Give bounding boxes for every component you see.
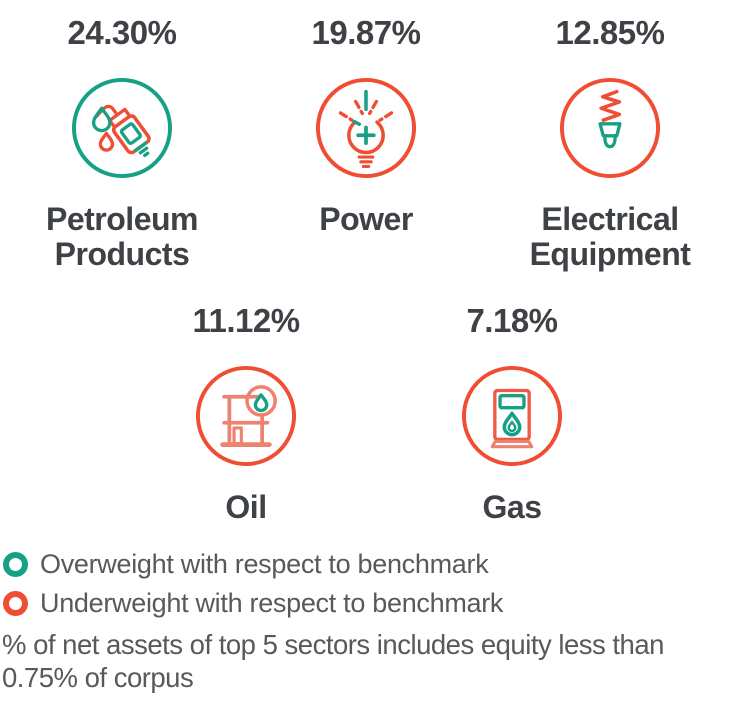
- sector-value: 24.30%: [67, 14, 177, 51]
- sector-name: Power: [319, 201, 413, 237]
- legend: Overweight with respect to benchmark Und…: [0, 545, 732, 623]
- sector-power: 19.87% Power: [244, 12, 488, 272]
- sector-value: 12.85%: [555, 14, 665, 51]
- cfl-bulb-icon: [558, 76, 662, 180]
- sector-name: Gas: [482, 489, 542, 525]
- overweight-ring-icon: [3, 551, 28, 577]
- oil-rig-icon: [194, 364, 298, 468]
- legend-item-overweight: Overweight with respect to benchmark: [3, 545, 732, 584]
- sector-value: 7.18%: [466, 302, 558, 339]
- sector-petroleum-products: 24.30% Petroleum Products: [0, 12, 244, 272]
- sector-row-1: 24.30% Petroleum Products: [0, 12, 732, 272]
- sector-oil: 11.12% Oil: [124, 300, 368, 525]
- legend-item-underweight: Underweight with respect to benchmark: [3, 584, 732, 623]
- underweight-ring-icon: [3, 590, 28, 616]
- footnote: % of net assets of top 5 sectors include…: [2, 628, 664, 693]
- gas-station-icon: [460, 364, 564, 468]
- legend-label: Underweight with respect to benchmark: [40, 587, 504, 618]
- legend-label: Overweight with respect to benchmark: [40, 548, 489, 579]
- sector-value: 11.12%: [192, 302, 300, 339]
- light-bulb-icon: [314, 76, 418, 180]
- sector-name: Petroleum Products: [46, 201, 198, 272]
- sector-name: Electrical Equipment: [529, 201, 691, 272]
- sector-value: 19.87%: [311, 14, 421, 51]
- sector-gas: 7.18% Gas: [390, 300, 634, 525]
- sector-name: Oil: [225, 489, 267, 525]
- sector-electrical-equipment: 12.85% Electrical Equipment: [488, 12, 732, 272]
- sector-row-2: 11.12% Oil 7.18%: [0, 300, 732, 525]
- fuel-pump-icon: [70, 76, 174, 180]
